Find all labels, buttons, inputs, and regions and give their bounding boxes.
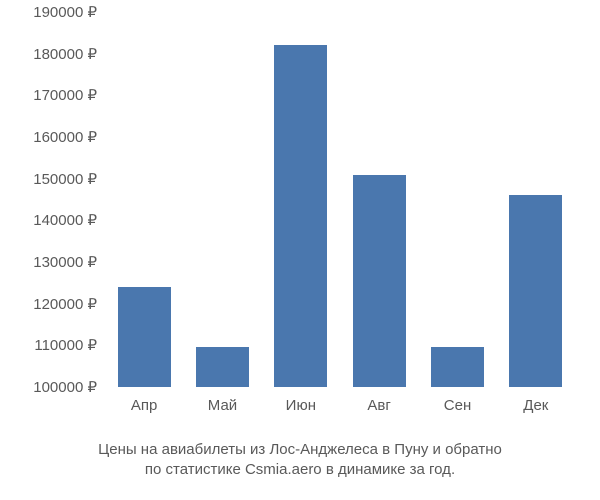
x-tick-label: Май [208,387,237,414]
bar [431,347,484,387]
bar [118,287,171,387]
y-tick-label: 150000 ₽ [33,170,105,188]
y-tick-label: 140000 ₽ [33,211,105,229]
y-tick-label: 190000 ₽ [33,3,105,21]
bar [509,195,562,387]
y-tick-label: 180000 ₽ [33,45,105,63]
y-tick-label: 110000 ₽ [34,336,105,354]
bar [274,45,327,387]
chart-caption: Цены на авиабилеты из Лос-Анджелеса в Пу… [0,440,600,481]
x-tick-label: Сен [444,387,471,414]
bar [353,175,406,388]
bar [196,347,249,387]
y-tick-label: 130000 ₽ [33,253,105,271]
y-tick-label: 100000 ₽ [33,378,105,396]
x-tick-label: Апр [131,387,157,414]
x-tick-label: Июн [286,387,316,414]
caption-line-2: по статистике Csmia.aero в динамике за г… [0,460,600,480]
x-tick-label: Авг [367,387,390,414]
y-tick-label: 170000 ₽ [33,86,105,104]
caption-line-1: Цены на авиабилеты из Лос-Анджелеса в Пу… [0,440,600,460]
y-tick-label: 120000 ₽ [33,295,105,313]
y-tick-label: 160000 ₽ [33,128,105,146]
price-chart: 100000 ₽ 110000 ₽ 120000 ₽ 130000 ₽ 140000 ₽… [0,0,600,500]
plot-area: 100000 ₽110000 ₽120000 ₽130000 ₽140000 ₽… [105,12,575,387]
x-tick-label: Дек [523,387,548,414]
